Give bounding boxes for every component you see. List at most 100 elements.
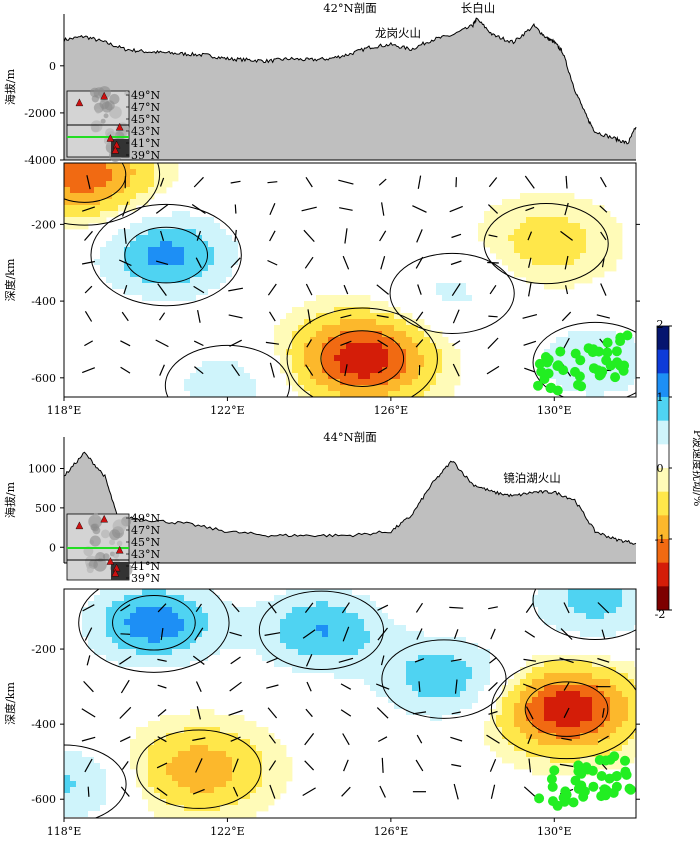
x-tick-label: 122°E xyxy=(210,404,245,417)
velocity-cell xyxy=(622,607,629,614)
velocity-cell xyxy=(76,811,83,818)
velocity-cell xyxy=(154,679,161,686)
velocity-cell xyxy=(604,631,611,638)
velocity-cell xyxy=(616,313,623,320)
velocity-cell xyxy=(592,211,599,218)
velocity-cell xyxy=(514,631,521,638)
velocity-cell xyxy=(160,631,167,638)
velocity-cell xyxy=(592,739,599,746)
velocity-cell xyxy=(256,727,263,734)
velocity-cell xyxy=(220,223,227,230)
anisotropy-bar xyxy=(120,786,130,797)
velocity-cell xyxy=(304,685,311,692)
velocity-cell xyxy=(88,187,95,194)
velocity-cell xyxy=(160,769,167,776)
anisotropy-bar xyxy=(342,255,350,270)
velocity-cell xyxy=(490,637,497,644)
velocity-cell xyxy=(280,367,287,374)
velocity-cell xyxy=(82,661,89,668)
velocity-cell xyxy=(100,775,107,782)
velocity-cell xyxy=(568,259,575,266)
velocity-cell xyxy=(322,391,329,397)
velocity-cell xyxy=(70,751,77,758)
velocity-cell xyxy=(142,193,149,200)
velocity-cell xyxy=(112,811,119,818)
velocity-cell xyxy=(292,307,299,314)
velocity-cell xyxy=(250,277,257,284)
velocity-cell xyxy=(526,601,533,608)
velocity-cell xyxy=(76,169,83,176)
velocity-cell xyxy=(220,229,227,236)
velocity-cell xyxy=(628,667,635,674)
velocity-cell xyxy=(298,595,305,602)
anisotropy-bar xyxy=(523,340,537,346)
velocity-cell xyxy=(616,601,623,608)
velocity-cell xyxy=(172,661,179,668)
velocity-cell xyxy=(508,325,515,332)
velocity-cell xyxy=(574,361,581,368)
velocity-cell xyxy=(64,211,71,218)
velocity-cell xyxy=(496,727,503,734)
velocity-cell xyxy=(196,775,203,782)
velocity-cell xyxy=(580,199,587,206)
velocity-cell xyxy=(238,349,245,356)
anisotropy-bar xyxy=(523,786,536,798)
velocity-cell xyxy=(250,631,257,638)
velocity-cell xyxy=(118,595,125,602)
velocity-cell xyxy=(412,703,419,710)
velocity-cell xyxy=(196,769,203,776)
velocity-cell xyxy=(376,373,383,380)
velocity-cell xyxy=(352,325,359,332)
velocity-cell xyxy=(118,259,125,266)
velocity-cell xyxy=(88,661,95,668)
velocity-cell xyxy=(322,385,329,392)
velocity-cell xyxy=(88,175,95,182)
velocity-cell xyxy=(358,295,365,302)
velocity-cell xyxy=(130,223,137,230)
velocity-cell xyxy=(508,253,515,260)
velocity-cell xyxy=(100,283,107,290)
velocity-cell xyxy=(562,283,569,290)
velocity-cell xyxy=(370,307,377,314)
velocity-cell xyxy=(574,679,581,686)
velocity-cell xyxy=(334,619,341,626)
velocity-cell xyxy=(598,619,605,626)
velocity-cell xyxy=(382,715,389,722)
velocity-cell xyxy=(454,319,461,326)
velocity-cell xyxy=(538,667,545,674)
velocity-cell xyxy=(238,613,245,620)
velocity-cell xyxy=(208,745,215,752)
velocity-cell xyxy=(538,277,545,284)
velocity-cell xyxy=(520,367,527,374)
velocity-cell xyxy=(88,649,95,656)
velocity-cell xyxy=(364,661,371,668)
velocity-cell xyxy=(154,667,161,674)
velocity-heatmap xyxy=(64,589,636,818)
velocity-cell xyxy=(190,763,197,770)
velocity-cell xyxy=(538,217,545,224)
velocity-cell xyxy=(334,595,341,602)
velocity-cell xyxy=(148,277,155,284)
velocity-cell xyxy=(244,229,251,236)
velocity-cell xyxy=(490,721,497,728)
anisotropy-bar xyxy=(84,758,93,773)
velocity-cell xyxy=(628,733,635,740)
velocity-cell xyxy=(232,271,239,278)
velocity-cell xyxy=(568,265,575,272)
velocity-cell xyxy=(406,283,413,290)
velocity-cell xyxy=(304,373,311,380)
anisotropy-bar xyxy=(229,339,242,347)
velocity-cell xyxy=(178,307,185,314)
velocity-cell xyxy=(526,337,533,344)
velocity-cell xyxy=(532,745,539,752)
velocity-cell xyxy=(382,637,389,644)
velocity-cell xyxy=(388,379,395,386)
velocity-cell xyxy=(142,289,149,296)
velocity-cell xyxy=(364,655,371,662)
velocity-cell xyxy=(226,367,233,374)
velocity-cell xyxy=(232,607,239,614)
velocity-cell xyxy=(292,667,299,674)
velocity-cell xyxy=(142,673,149,680)
velocity-cell xyxy=(352,367,359,374)
velocity-cell xyxy=(556,667,563,674)
